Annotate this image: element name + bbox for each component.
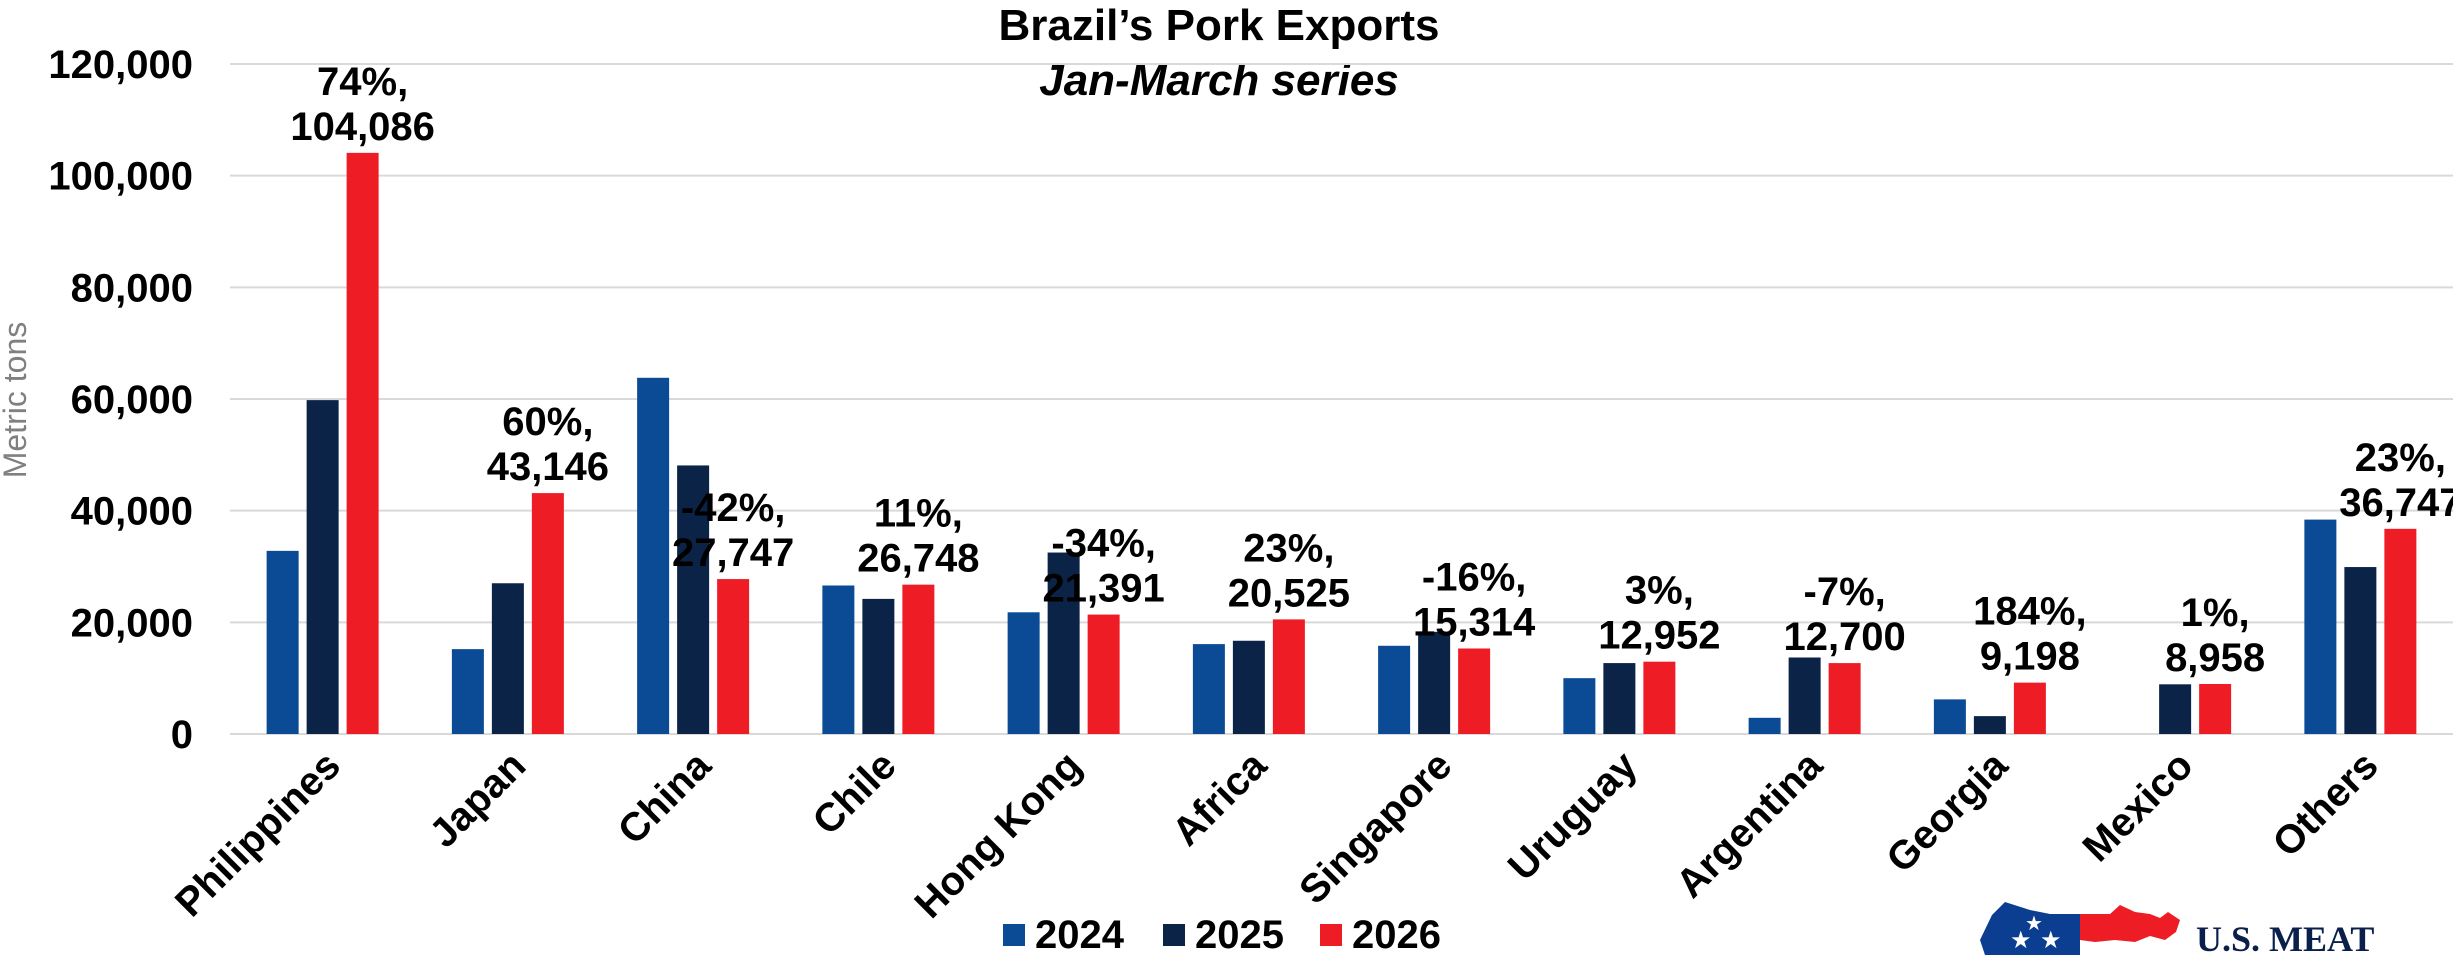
data-label-value: 36,747: [2339, 481, 2453, 525]
gridlines: [230, 63, 2453, 735]
bar-2026-hong-kong: [1087, 614, 1120, 734]
bar-2024-others: [2304, 519, 2337, 734]
bar-2026-chile: [902, 584, 935, 734]
bar-2024-singapore: [1378, 645, 1411, 734]
bar-2026-philippines: [346, 152, 379, 735]
x-tick-label: Singapore: [1291, 743, 1460, 912]
bar-2025-uruguay: [1603, 663, 1636, 734]
x-tick-label: Hong Kong: [906, 743, 1089, 926]
bar-2026-singapore: [1458, 648, 1491, 734]
y-tick-label: 120,000: [48, 43, 193, 87]
y-tick-label: 0: [171, 713, 193, 757]
bar-2025-china: [677, 465, 710, 734]
y-tick-label: 20,000: [71, 601, 193, 645]
x-tick-label: Japan: [421, 743, 534, 856]
bars: [266, 152, 2417, 735]
data-label-value: 8,958: [2165, 636, 2265, 680]
data-label-value: 43,146: [487, 445, 609, 489]
bar-2025-chile: [862, 598, 895, 734]
data-label-pct: 3%,: [1625, 569, 1694, 613]
x-axis-ticks: Philippines Japan China Chile Hong Kong Afric…: [167, 743, 2387, 927]
bar-2025-hong-kong: [1047, 552, 1080, 734]
data-labels: 74%,104,086 60%,43,146 -42%,27,747 11%,26,7…: [290, 60, 2453, 680]
y-axis-ticks: 0 20,000 40,000 60,000 80,000 100,000 120,000: [48, 43, 193, 757]
bar-2025-argentina: [1788, 657, 1821, 734]
bar-2024-japan: [451, 649, 484, 734]
y-axis-label: Metric tons: [0, 322, 33, 478]
bar-2026-china: [717, 579, 750, 734]
bar-2024-georgia: [1933, 699, 1966, 734]
y-tick-label: 80,000: [71, 266, 193, 310]
x-tick-label: Mexico: [2074, 743, 2201, 870]
data-label-pct: -34%,: [1051, 522, 1156, 566]
logo-text: U.S. MEAT: [2196, 919, 2374, 955]
bar-2025-africa: [1232, 640, 1265, 734]
svg-text:★: ★: [2010, 926, 2032, 954]
legend-swatch-2025: [1163, 924, 1185, 946]
bar-2025-singapore: [1418, 631, 1451, 734]
bar-2024-hong-kong: [1007, 612, 1040, 734]
bar-2026-africa: [1272, 619, 1305, 734]
bar-2024-philippines: [266, 550, 299, 734]
data-label-value: 27,747: [672, 531, 794, 575]
data-label-value: 12,700: [1783, 615, 1905, 659]
data-label-value: 20,525: [1228, 571, 1350, 615]
data-label-pct: -7%,: [1804, 570, 1886, 614]
data-label-pct: 23%,: [1243, 526, 1334, 570]
bar-2025-japan: [491, 583, 524, 734]
data-label-value: 15,314: [1413, 600, 1536, 644]
x-tick-label: Uruguay: [1500, 743, 1646, 889]
legend-label-2026: 2026: [1352, 913, 1441, 955]
data-label-value: 12,952: [1598, 614, 1720, 658]
legend-label-2024: 2024: [1035, 913, 1125, 955]
legend-label-2025: 2025: [1195, 913, 1284, 955]
bar-2024-chile: [822, 585, 855, 734]
bar-2026-others: [2384, 528, 2417, 734]
data-label-pct: -16%,: [1422, 555, 1527, 599]
bar-2026-uruguay: [1643, 661, 1676, 734]
data-label-pct: 74%,: [317, 60, 408, 104]
data-label-pct: 184%,: [1973, 590, 2086, 634]
legend: 2024 2025 2026: [1003, 913, 1441, 955]
svg-text:★: ★: [2025, 911, 2043, 935]
bar-2024-africa: [1192, 644, 1225, 734]
y-tick-label: 60,000: [71, 378, 193, 422]
data-label-pct: 1%,: [2181, 591, 2250, 635]
y-tick-label: 40,000: [71, 490, 193, 534]
bar-2024-argentina: [1748, 717, 1781, 734]
x-tick-label: Chile: [804, 743, 904, 843]
data-label-pct: 11%,: [874, 492, 963, 536]
bar-2026-japan: [531, 493, 564, 734]
logo: ★ ★ ★ U.S. MEAT: [1980, 902, 2374, 955]
x-tick-label: Georgia: [1878, 743, 2017, 882]
data-label-pct: -42%,: [681, 486, 786, 530]
legend-swatch-2026: [1320, 924, 1342, 946]
data-label-value: 9,198: [1980, 635, 2080, 679]
x-tick-label: China: [610, 743, 720, 853]
bar-2026-georgia: [2013, 682, 2046, 734]
bar-2024-china: [637, 377, 670, 734]
x-tick-label: Philippines: [167, 743, 349, 925]
x-tick-label: Argentina: [1668, 743, 1832, 907]
data-label-pct: 23%,: [2355, 436, 2446, 480]
bar-2025-philippines: [306, 400, 339, 734]
bar-2025-others: [2344, 567, 2377, 734]
bar-2026-argentina: [1828, 663, 1861, 734]
bar-2025-mexico: [2159, 684, 2192, 734]
chart-title: Brazil’s Pork Exports: [999, 1, 1440, 50]
svg-text:★: ★: [2040, 926, 2062, 954]
x-tick-label: Africa: [1164, 743, 1276, 855]
bar-2025-georgia: [1973, 716, 2006, 734]
data-label-value: 26,748: [857, 537, 979, 581]
bar-2026-mexico: [2199, 683, 2232, 734]
bar-2024-uruguay: [1563, 678, 1596, 734]
us-flag-map-icon: ★ ★ ★: [1980, 902, 2180, 955]
data-label-pct: 60%,: [502, 400, 593, 444]
data-label-value: 21,391: [1042, 567, 1164, 611]
data-label-value: 104,086: [290, 105, 435, 149]
y-tick-label: 100,000: [48, 155, 193, 199]
x-tick-label: Others: [2264, 743, 2386, 865]
legend-swatch-2024: [1003, 924, 1025, 946]
